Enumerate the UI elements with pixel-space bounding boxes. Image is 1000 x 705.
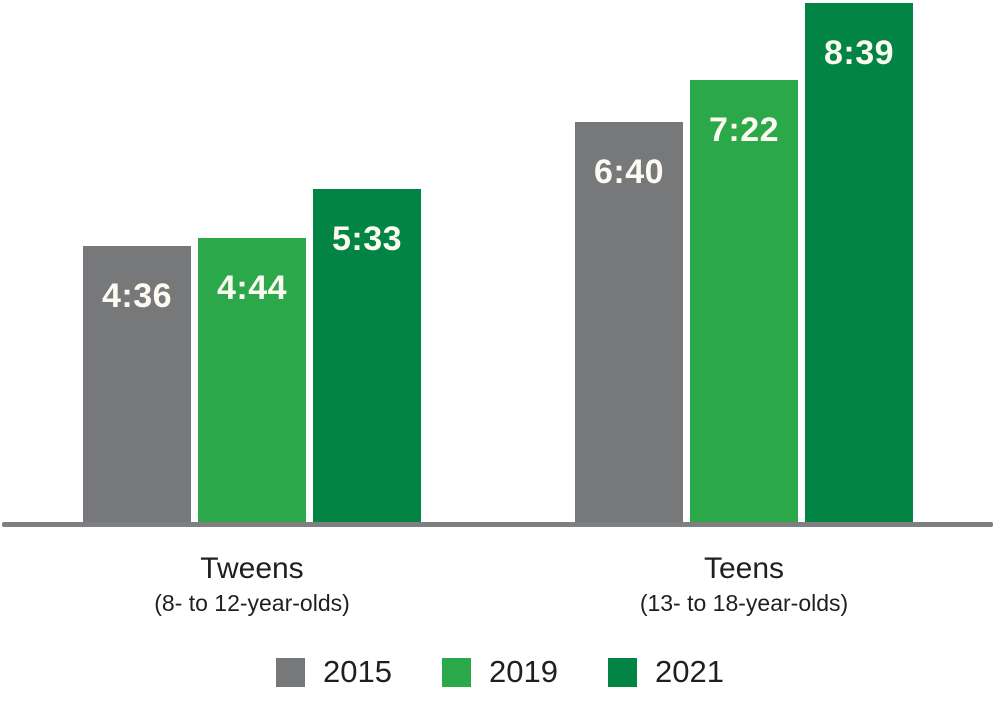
bar-value-label: 6:40 [593, 153, 665, 191]
bar-tweens-2019: 4:44 [198, 238, 306, 522]
bar-value-label: 4:36 [101, 277, 173, 315]
bar-tweens-2021: 5:33 [313, 189, 421, 522]
bar-teens-2021: 8:39 [805, 3, 913, 522]
legend: 2015 2019 2021 [0, 654, 1000, 689]
legend-item-2019: 2019 [442, 654, 558, 689]
legend-item-2021: 2021 [607, 654, 724, 689]
category-label-tweens: Tweens (8- to 12-year-olds) [83, 550, 421, 618]
x-axis-line [2, 522, 993, 527]
legend-item-2015: 2015 [276, 654, 393, 689]
category-title-teens: Teens [703, 552, 785, 585]
bar-tweens-2015: 4:36 [83, 246, 191, 522]
bar-teens-2019: 7:22 [690, 80, 798, 522]
category-title-tweens: Tweens [200, 552, 304, 585]
category-subtitle-teens: (13- to 18-year-olds) [639, 590, 849, 616]
legend-label-2019: 2019 [489, 654, 558, 689]
legend-label-2021: 2021 [654, 654, 724, 689]
bar-teens-2015: 6:40 [575, 122, 683, 522]
bar-value-label: 7:22 [708, 111, 780, 149]
bar-value-label: 5:33 [331, 220, 403, 258]
category-label-teens: Teens (13- to 18-year-olds) [575, 550, 913, 618]
bar-value-label: 8:39 [823, 34, 895, 72]
legend-swatch-2019 [442, 657, 472, 687]
bar-value-label: 4:44 [216, 269, 288, 307]
legend-label-2015: 2015 [323, 654, 393, 689]
legend-swatch-2021 [607, 657, 637, 687]
category-subtitle-tweens: (8- to 12-year-olds) [154, 590, 350, 616]
legend-swatch-2015 [276, 657, 306, 687]
